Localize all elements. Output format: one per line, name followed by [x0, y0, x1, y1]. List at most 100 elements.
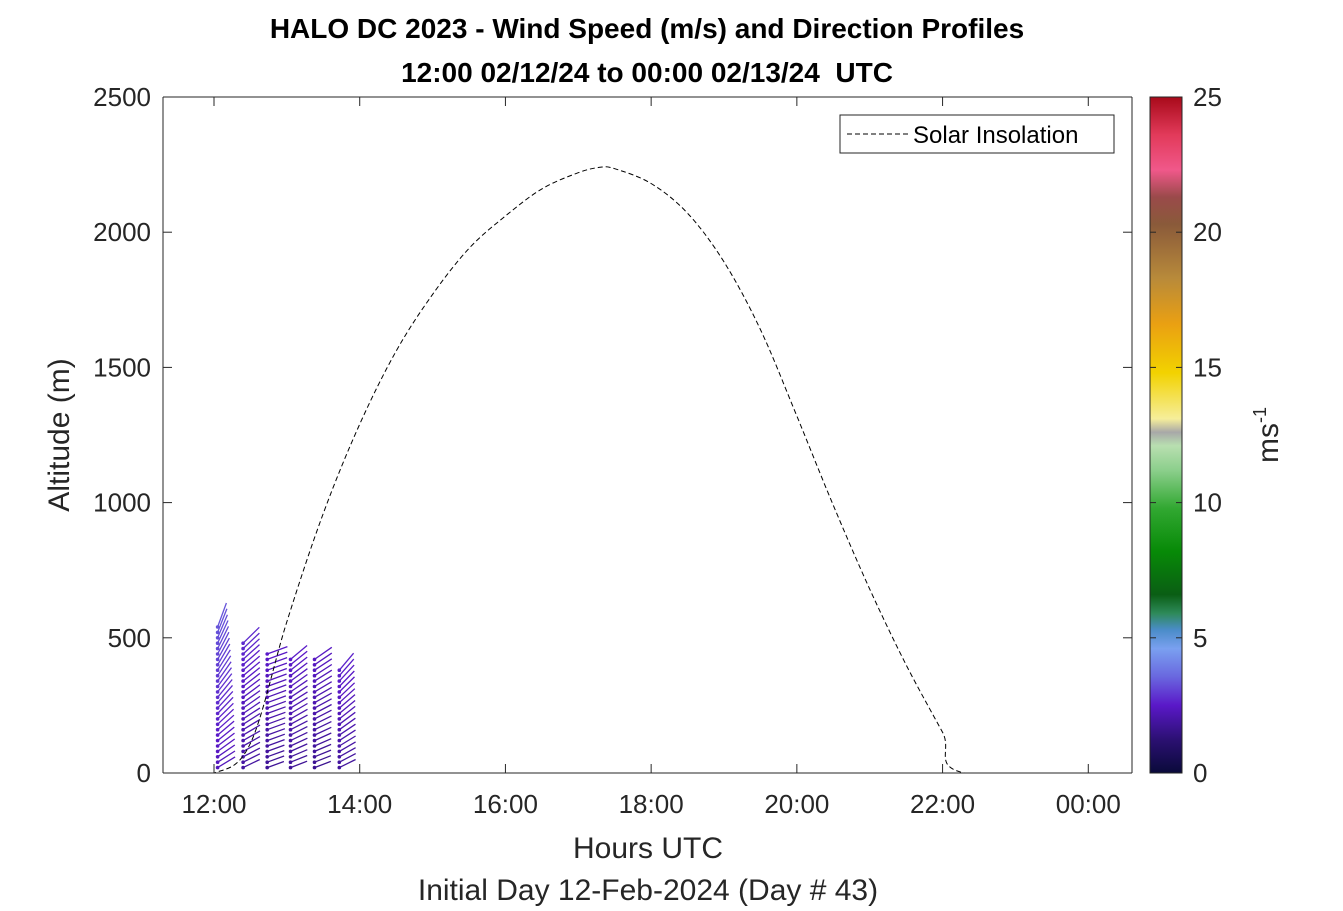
wind-arrow	[266, 711, 286, 720]
y-tick-label: 500	[108, 623, 151, 653]
wind-arrow-base	[288, 695, 293, 700]
wind-arrow-base	[288, 755, 293, 759]
wind-arrow-base	[215, 646, 220, 651]
wind-arrow-base	[337, 760, 342, 764]
wind-arrow	[217, 702, 234, 720]
wind-arrow	[266, 744, 285, 753]
wind-arrow	[242, 690, 261, 704]
wind-arrow	[338, 688, 356, 704]
wind-arrow	[290, 656, 308, 671]
wind-arrow	[338, 676, 355, 693]
wind-arrow	[314, 652, 333, 666]
wind-arrow	[338, 711, 356, 725]
wind-arrow	[266, 738, 285, 747]
chart-title: HALO DC 2023 - Wind Speed (m/s) and Dire…	[270, 13, 1024, 44]
wind-arrow	[217, 649, 231, 671]
wind-arrow-base	[288, 673, 293, 678]
wind-arrow	[242, 667, 261, 682]
wind-arrow	[314, 698, 332, 709]
wind-arrow	[242, 655, 261, 671]
wind-arrow-base	[215, 760, 220, 764]
wind-arrow	[266, 700, 287, 709]
wind-arrow-base	[215, 765, 220, 770]
wind-arrow	[338, 753, 357, 763]
wind-arrow-base	[241, 690, 245, 694]
wind-arrow-base	[215, 744, 220, 748]
wind-arrow-base	[215, 755, 220, 759]
x-tick-label: 16:00	[473, 789, 538, 819]
wind-arrow	[242, 638, 260, 655]
wind-arrow-base	[288, 700, 293, 705]
wind-arrow-base	[241, 765, 245, 770]
wind-arrow-base	[312, 706, 317, 710]
wind-arrow	[290, 691, 308, 704]
wind-arrow	[314, 760, 332, 769]
wind-arrow-base	[337, 695, 342, 700]
wind-arrow	[242, 701, 261, 715]
wind-arrow	[217, 696, 234, 714]
wind-arrow-base	[265, 711, 270, 716]
wind-arrow	[338, 670, 355, 687]
wind-arrow	[242, 747, 261, 758]
wind-arrow-base	[241, 738, 245, 743]
wind-arrow-base	[337, 684, 342, 689]
wind-arrow-base	[241, 749, 245, 754]
y-ticks: 0 500 1000 1500 2000 2500	[93, 82, 1132, 788]
wind-arrow	[290, 697, 308, 709]
wind-arrow	[290, 743, 308, 752]
wind-arrow	[242, 678, 261, 693]
wind-quivers	[215, 602, 357, 770]
wind-arrow	[314, 646, 333, 660]
wind-arrow	[290, 726, 308, 736]
wind-arrow	[290, 708, 308, 720]
wind-arrow	[266, 695, 287, 704]
wind-arrow-base	[265, 695, 270, 700]
wind-arrow-base	[241, 744, 245, 748]
wind-arrow-base	[288, 722, 293, 727]
wind-arrow	[290, 679, 308, 693]
wind-arrow	[216, 602, 228, 628]
wind-arrow-base	[312, 727, 317, 732]
wind-arrow-base	[215, 700, 220, 705]
wind-arrow-base	[288, 663, 293, 667]
wind-arrow	[290, 760, 308, 769]
wind-arrow-base	[288, 690, 293, 694]
wind-arrow	[217, 726, 235, 742]
legend-box	[839, 114, 1115, 154]
wind-arrow	[338, 717, 356, 731]
x-tick-label: 00:00	[1056, 789, 1121, 819]
wind-arrow-base	[337, 673, 342, 678]
wind-arrow	[290, 754, 308, 763]
colorbar-label-base: ms	[1252, 423, 1285, 463]
wind-arrow-base	[312, 657, 317, 662]
wind-arrow	[290, 662, 308, 677]
wind-arrow	[338, 664, 355, 682]
wind-arrow-base	[265, 700, 270, 705]
wind-arrow	[242, 718, 261, 731]
wind-arrow-base	[337, 727, 342, 732]
wind-arrow	[266, 728, 286, 736]
wind-arrow	[338, 735, 356, 747]
wind-arrow-base	[312, 695, 317, 700]
wind-arrow-base	[241, 727, 245, 732]
wind-arrow	[266, 678, 287, 688]
wind-arrow-base	[265, 738, 270, 743]
wind-arrow-base	[241, 673, 245, 678]
wind-arrow-base	[215, 668, 220, 672]
wind-arrow	[314, 692, 333, 704]
wind-arrow-base	[241, 695, 245, 700]
wind-arrow	[217, 661, 232, 682]
wind-arrow	[242, 724, 261, 736]
wind-arrow	[314, 658, 333, 671]
plot-area	[163, 97, 1132, 773]
wind-arrow-base	[265, 727, 270, 732]
wind-arrow-base	[215, 630, 220, 635]
wind-arrow-base	[265, 657, 270, 662]
wind-arrow-base	[215, 657, 220, 662]
wind-arrow-base	[241, 717, 245, 721]
y-tick-label: 2000	[93, 217, 151, 247]
chart-subtitle: 12:00 02/12/24 to 00:00 02/13/24 UTC	[401, 57, 893, 88]
colorbar-tick-label: 25	[1193, 82, 1222, 112]
wind-arrow	[314, 686, 333, 698]
wind-arrow	[266, 673, 287, 682]
